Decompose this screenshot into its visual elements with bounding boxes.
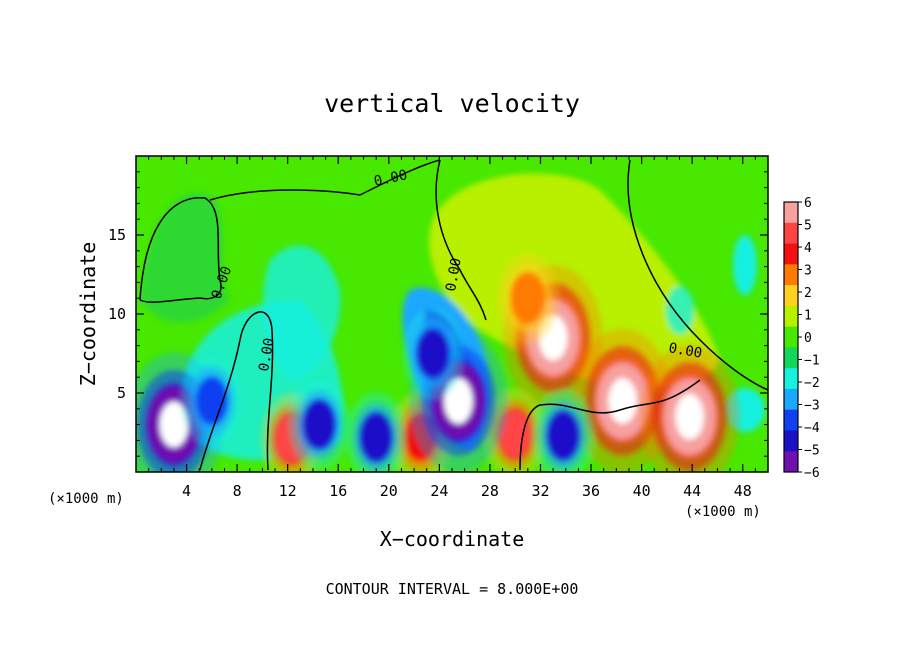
- colorbar-swatch: [784, 222, 798, 245]
- colorbar-label: −6: [804, 466, 820, 481]
- colorbar-label: 2: [804, 286, 812, 301]
- y-tick-label: 10: [108, 305, 126, 323]
- feature-updraft: [497, 252, 559, 344]
- colorbar-swatch: [784, 326, 798, 348]
- x-tick-label: 20: [380, 482, 398, 500]
- colorbar-swatch: [784, 451, 798, 473]
- x-tick-label: 4: [182, 482, 191, 500]
- colorbar-swatch: [784, 243, 798, 265]
- colorbar-label: −4: [804, 421, 820, 436]
- colorbar-swatch: [784, 368, 798, 390]
- feature-downdraft: [402, 307, 464, 400]
- colorbar-swatch: [784, 430, 798, 452]
- colorbar-label: 0: [804, 331, 812, 346]
- colorbar-swatch: [784, 388, 798, 411]
- y-tick-label: 15: [108, 226, 126, 244]
- colorbar-swatch: [784, 409, 798, 431]
- colorbar-swatch: [784, 202, 798, 224]
- x-tick-label: 24: [430, 482, 448, 500]
- contour-label: 0.00: [256, 337, 278, 373]
- x-tick-label: 44: [683, 482, 701, 500]
- colorbar: 6 5 4 3 2 1 0 −1 −2 −3 −4 −5 −6: [783, 196, 820, 481]
- colorbar-label: 1: [804, 309, 812, 324]
- x-tick-label: 8: [233, 482, 242, 500]
- contour-label: 0.00: [667, 340, 703, 362]
- x-tick-label: 48: [734, 482, 752, 500]
- contour-label: 0.00: [373, 167, 409, 190]
- colorbar-swatch: [784, 347, 798, 369]
- colorbar-swatch: [784, 285, 798, 307]
- colorbar-label: 4: [804, 241, 812, 256]
- colorbar-label: −2: [804, 376, 820, 391]
- x-tick-label: 32: [531, 482, 549, 500]
- contour-label: 0.00: [443, 257, 465, 293]
- contour-interval-note: CONTOUR INTERVAL = 8.000E+00: [326, 580, 579, 598]
- colorbar-label: 6: [804, 196, 812, 211]
- colorbar-label: −1: [804, 354, 820, 369]
- colorbar-label: −3: [804, 399, 820, 414]
- y-axis: 5 10 15: [108, 171, 768, 457]
- x-tick-label: 16: [329, 482, 347, 500]
- plot-area: [136, 156, 768, 472]
- x-tick-label: 12: [279, 482, 297, 500]
- colorbar-label: 3: [804, 264, 812, 279]
- feature-downdraft: [288, 379, 350, 471]
- colorbar-label: 5: [804, 219, 812, 234]
- feature-updraft-core: [640, 344, 740, 472]
- feature-downdraft: [345, 391, 407, 472]
- x-tick-label: 40: [633, 482, 651, 500]
- zero-contours: [139, 159, 768, 471]
- x-axis: 4 8 12 16 20 24 28 32 36 40 44 48: [148, 156, 756, 500]
- x-tick-label: 28: [481, 482, 499, 500]
- colorbar-swatch: [784, 264, 798, 286]
- colorbar-swatch: [784, 305, 798, 328]
- x-axis-label: X−coordinate: [380, 527, 525, 551]
- chart-title: vertical velocity: [324, 89, 580, 118]
- x-tick-label: 36: [582, 482, 600, 500]
- y-tick-label: 5: [117, 384, 126, 402]
- colorbar-label: −5: [804, 444, 820, 459]
- feature-downdraft: [532, 390, 594, 472]
- x-unit-right: (×1000 m): [685, 504, 761, 520]
- feature-downdraft: [181, 355, 243, 447]
- y-axis-label: Z−coordinate: [76, 242, 100, 387]
- x-unit-left: (×1000 m): [48, 491, 124, 507]
